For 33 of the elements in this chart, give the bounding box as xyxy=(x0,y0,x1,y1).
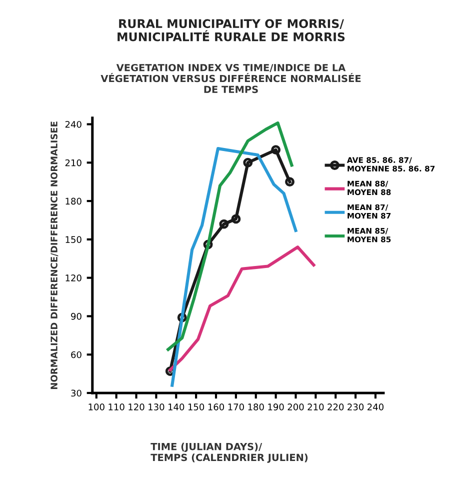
chart-title: RURAL MUNICIPALITY OF MORRIS/ MUNICIPALITÉ RURALE DE MORRIS xyxy=(118,19,345,42)
point xyxy=(243,158,253,168)
y-tick-label: 210 xyxy=(65,159,82,166)
y-tick-label: 180 xyxy=(66,198,82,205)
y-tick-label: 240 xyxy=(65,120,82,128)
x-tick-label: 240 xyxy=(368,404,384,410)
point xyxy=(219,219,229,229)
x-tick-label: 120 xyxy=(128,404,144,410)
y-tick-label: 60 xyxy=(71,351,82,358)
x-tick-label: 180 xyxy=(248,404,264,410)
point xyxy=(285,177,294,187)
x-tick-label: 230 xyxy=(348,404,364,410)
y-tick-label: 120 xyxy=(66,274,82,282)
x-tick-label: 210 xyxy=(308,404,324,410)
y-tick-label: 90 xyxy=(71,312,82,320)
chart-subtitle: VEGETATION INDEX VS TIME/INDICE DE LA VÉGETATION VERSUS DIFFÉRENCE NORMALISÉE DE TEMPS xyxy=(100,64,361,94)
x-tick-label: 110 xyxy=(108,404,124,410)
x-tick-label: 140 xyxy=(168,404,184,410)
x-tick-label: 100 xyxy=(88,404,104,410)
x-tick-label: 220 xyxy=(328,404,344,410)
x-tick-label: 190 xyxy=(268,404,284,410)
x-tick-label: 150 xyxy=(188,404,204,410)
x-tick-label: 160 xyxy=(208,404,224,410)
x-tick-label: 170 xyxy=(228,404,244,410)
point xyxy=(231,214,241,224)
line-series xyxy=(166,121,294,351)
x-tick-label: 130 xyxy=(148,404,164,410)
y-tick-label: 30 xyxy=(71,390,82,397)
point xyxy=(271,145,281,155)
x-tick-label: 200 xyxy=(288,404,304,410)
x-axis-title: TIME (JULIAN DAYS)/ TEMPS (CALENDRIER JULIEN) xyxy=(150,442,308,463)
y-tick-label: 150 xyxy=(66,236,82,243)
y-axis-title: NORMALIZED DIFFERENCE/DIFFERENCE NORMALISEE xyxy=(50,122,58,389)
